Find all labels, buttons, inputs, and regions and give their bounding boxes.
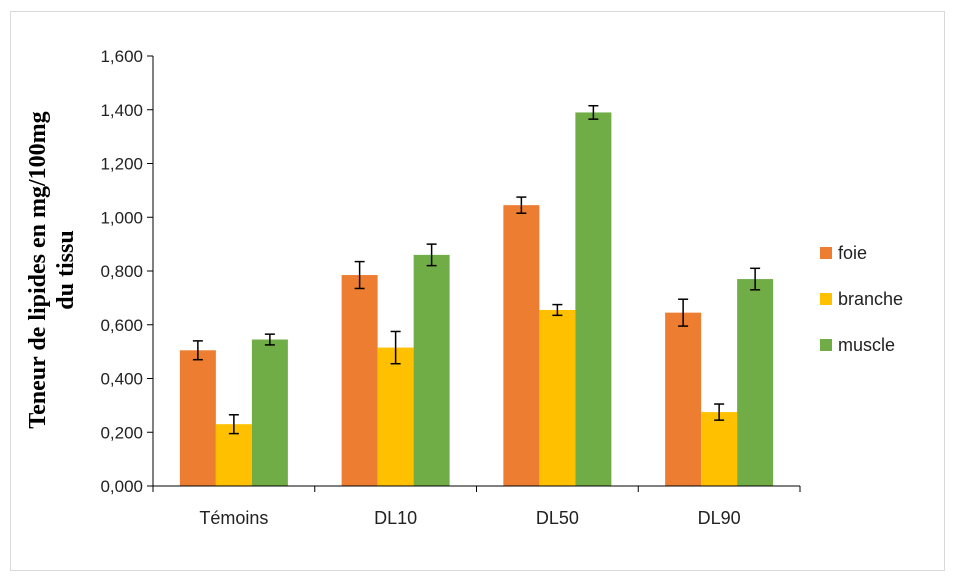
x-tick-label: DL50 <box>536 508 579 528</box>
bar-branche-DL90 <box>701 412 738 486</box>
y-tick-label: 0,200 <box>100 423 143 442</box>
y-axis: 0,000 0,200 0,400 0,600 0,800 1,000 1,200 1,400… <box>100 47 154 496</box>
y-tick-label: 0,000 <box>100 477 143 496</box>
y-axis-title: Teneur de lipides en mg/100mg du tissu <box>25 111 79 428</box>
legend: foie branche muscle <box>820 243 903 355</box>
bar-muscle-Témoins <box>251 339 288 486</box>
y-axis-title-line-2: du tissu <box>53 230 79 309</box>
chart-area <box>10 11 945 571</box>
x-tick-label: DL90 <box>698 508 741 528</box>
bar-foie-DL10 <box>341 275 378 486</box>
y-tick-label: 1,400 <box>100 101 143 120</box>
legend-swatch-branche <box>820 293 832 305</box>
y-tick-label: 1,200 <box>100 155 143 174</box>
bar-branche-DL50 <box>539 309 576 486</box>
legend-swatch-foie <box>820 247 832 259</box>
y-tick-label: 1,600 <box>100 47 143 66</box>
x-tick-label: Témoins <box>199 508 268 528</box>
bar-foie-Témoins <box>179 350 216 486</box>
y-tick-label: 0,400 <box>100 370 143 389</box>
bar-muscle-DL50 <box>575 112 612 486</box>
x-tick-label: DL10 <box>374 508 417 528</box>
bar-foie-DL50 <box>503 205 540 486</box>
bar-muscle-DL90 <box>737 279 774 486</box>
x-axis: Témoins DL10 DL50 DL90 <box>152 485 801 528</box>
bar-muscle-DL10 <box>413 254 450 486</box>
legend-label-branche: branche <box>838 289 903 309</box>
y-axis-title-line-1: Teneur de lipides en mg/100mg <box>25 111 51 428</box>
bar-branche-DL10 <box>377 347 414 486</box>
bar-branche-Témoins <box>215 424 252 486</box>
legend-swatch-muscle <box>820 339 832 351</box>
y-tick-label: 0,600 <box>100 316 143 335</box>
plot-bars <box>179 104 774 486</box>
y-tick-label: 0,800 <box>100 262 143 281</box>
legend-label-muscle: muscle <box>838 335 895 355</box>
bar-foie-DL90 <box>665 312 702 486</box>
legend-label-foie: foie <box>838 243 867 263</box>
y-tick-label: 1,000 <box>100 208 143 227</box>
